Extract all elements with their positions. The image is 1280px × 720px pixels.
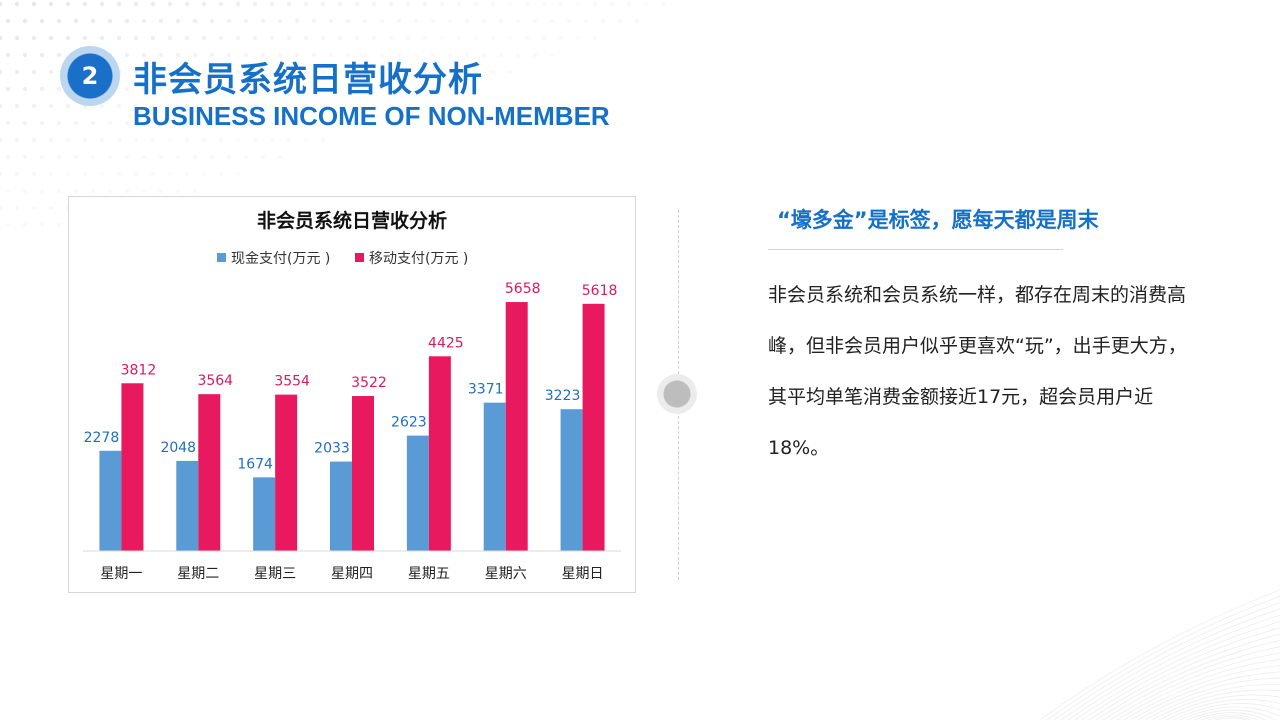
bar (121, 383, 144, 551)
data-label: 5618 (582, 283, 618, 299)
bar (428, 356, 451, 551)
data-label: 2278 (84, 430, 120, 446)
data-label: 3522 (351, 375, 387, 391)
x-tick-label: 星期一 (100, 566, 142, 582)
x-tick-label: 星期四 (331, 566, 373, 582)
divider-circle-ornament (657, 374, 697, 414)
page-title: 非会员系统日营收分析 (133, 60, 483, 100)
bar (483, 402, 506, 551)
data-label: 3564 (197, 373, 233, 389)
bar-chart-panel: 非会员系统日营收分析 现金支付(万元 ) 移动支付(万元 ) 2278 3812 20… (68, 196, 636, 593)
chart-data-labels: 2278 3812 2048 3564 1674 3554 2033 3522 2623 4425… (84, 281, 618, 472)
data-label: 1674 (237, 456, 273, 472)
section-number-badge: 2 (60, 46, 120, 106)
x-tick-label: 星期三 (254, 566, 296, 582)
bar (253, 477, 276, 551)
chart-bars (99, 302, 605, 551)
bar (275, 394, 298, 551)
bar (352, 396, 374, 551)
data-label: 5658 (505, 281, 541, 297)
data-label: 3223 (545, 388, 581, 404)
legend-swatch (217, 253, 226, 262)
data-label: 3554 (274, 374, 310, 390)
x-tick-label: 星期五 (408, 566, 450, 582)
headline-underline (768, 249, 1063, 250)
legend-label: 现金支付(万元 ) (231, 251, 330, 267)
insight-paragraph: 非会员系统和会员系统一样，都存在周末的消费高峰，但非会员用户似乎更喜欢“玩”，出… (768, 284, 1187, 459)
bar (330, 461, 352, 551)
data-label: 3812 (121, 362, 157, 378)
legend-swatch (355, 253, 364, 262)
x-tick-label: 星期六 (485, 566, 527, 582)
legend-label: 移动支付(万元 ) (369, 251, 468, 267)
bar (176, 460, 199, 551)
bar (406, 435, 429, 551)
data-label: 3371 (468, 382, 504, 398)
bar (582, 303, 605, 551)
chart-title: 非会员系统日营收分析 (257, 209, 447, 232)
bar (198, 394, 221, 551)
data-label: 2033 (314, 441, 350, 457)
x-tick-label: 星期二 (177, 566, 219, 582)
insight-headline: “壕多金”是标签，愿每天都是周末 (777, 208, 1099, 232)
data-label: 4425 (428, 335, 464, 351)
x-axis-tick-labels: 星期一 星期二 星期三 星期四 星期五 星期六 星期日 (100, 566, 603, 582)
chart-legend: 现金支付(万元 ) 移动支付(万元 ) (217, 251, 468, 267)
data-label: 2048 (160, 440, 196, 456)
bar (99, 450, 122, 551)
bar (505, 302, 528, 551)
x-tick-label: 星期日 (562, 566, 604, 582)
data-label: 2623 (391, 415, 427, 431)
bar (560, 409, 583, 551)
bar-chart: 非会员系统日营收分析 现金支付(万元 ) 移动支付(万元 ) 2278 3812 20… (83, 209, 621, 582)
page-subtitle-english: BUSINESS INCOME OF NON-MEMBER (133, 101, 610, 131)
